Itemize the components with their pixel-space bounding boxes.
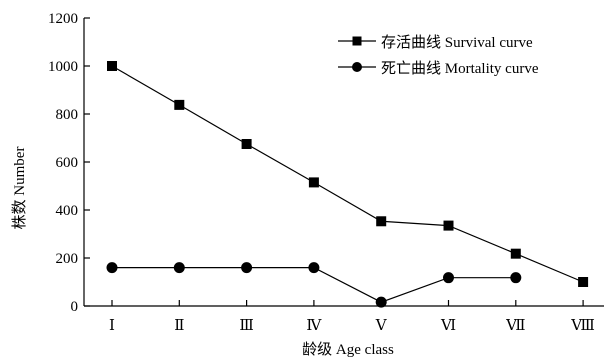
data-point-circle xyxy=(510,272,522,284)
data-point-circle xyxy=(173,262,185,274)
series-mortality xyxy=(106,262,522,308)
y-tick-label: 1200 xyxy=(48,11,78,27)
data-point-square xyxy=(510,248,521,259)
axes xyxy=(83,18,604,307)
x-tick-label: Ⅵ xyxy=(440,318,456,334)
data-point-square xyxy=(241,139,252,149)
x-tick-label: Ⅲ xyxy=(239,318,253,334)
x-tick-label: Ⅴ xyxy=(375,318,388,334)
y-tick-label: 400 xyxy=(56,203,79,219)
data-point-square xyxy=(578,277,589,287)
data-point-circle xyxy=(308,262,320,274)
data-point-square xyxy=(376,216,387,227)
x-axis-label: 龄级 Age class xyxy=(302,341,394,358)
x-tick-label: Ⅶ xyxy=(505,318,525,334)
data-point-square xyxy=(308,177,319,188)
x-tick-label: Ⅰ xyxy=(109,318,115,334)
legend-label-survival: 存活曲线 Survival curve xyxy=(381,34,533,51)
legend-label-mortality: 死亡曲线 Mortality curve xyxy=(381,60,539,77)
legend-item-mortality: 死亡曲线 Mortality curve xyxy=(338,60,539,77)
y-tick-label: 600 xyxy=(56,155,79,171)
series-survival xyxy=(107,61,589,287)
data-point-square xyxy=(174,99,185,110)
series-line xyxy=(111,65,584,283)
x-axis-ticks: Ⅰ Ⅱ Ⅲ Ⅳ Ⅴ Ⅵ Ⅶ Ⅷ xyxy=(109,300,595,334)
data-point-circle xyxy=(106,262,118,274)
legend-item-survival: 存活曲线 Survival curve xyxy=(338,34,533,51)
data-point-circle xyxy=(375,296,387,308)
series-layer xyxy=(106,61,589,308)
x-tick-label: Ⅷ xyxy=(570,318,595,334)
data-point-circle xyxy=(443,272,454,284)
data-point-circle xyxy=(241,262,253,274)
legend: 存活曲线 Survival curve 死亡曲线 Mortality curve xyxy=(338,34,539,77)
data-point-square xyxy=(443,220,454,231)
x-tick-label: Ⅳ xyxy=(306,318,322,334)
x-tick-label: Ⅱ xyxy=(174,318,184,334)
y-tick-label: 1000 xyxy=(48,59,78,75)
y-axis-ticks: 0 200 400 600 800 1000 1200 xyxy=(48,11,90,315)
y-tick-label: 800 xyxy=(56,107,79,123)
data-point-square xyxy=(107,61,117,71)
y-tick-label: 0 xyxy=(71,299,79,315)
y-axis-label: 株数 Number xyxy=(11,147,28,230)
y-tick-label: 200 xyxy=(56,251,79,267)
